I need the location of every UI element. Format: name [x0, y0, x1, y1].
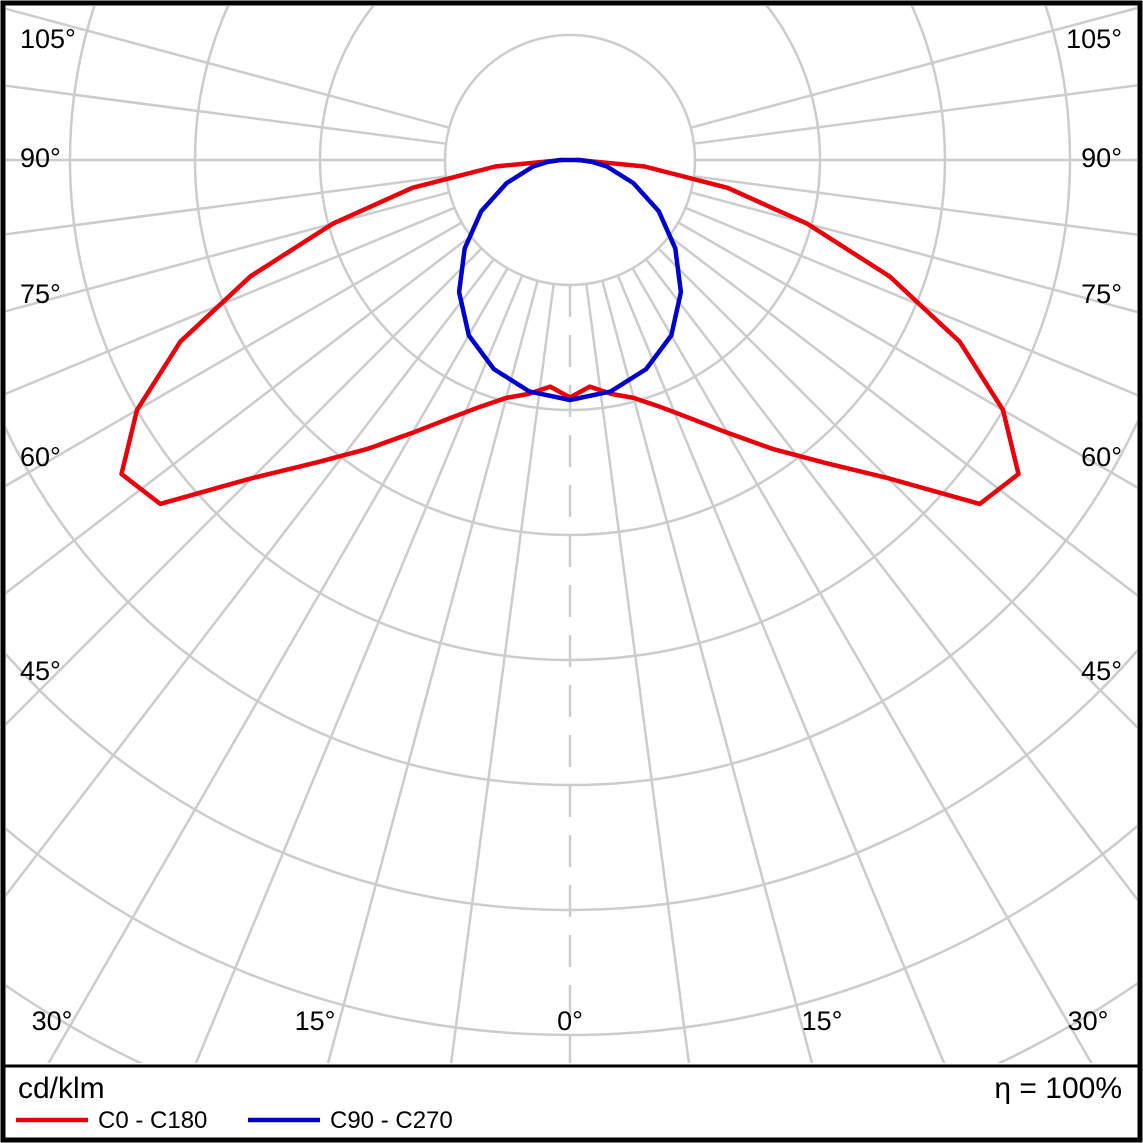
- curve-c90-c270: [456, 157, 684, 403]
- grid-spoke: [616, 275, 946, 1063]
- grid-spoke: [6, 221, 463, 488]
- grid-spoke: [6, 206, 455, 395]
- efficiency-label: η = 100%: [994, 1072, 1122, 1105]
- grid-ring: [6, 649, 1137, 912]
- grid-spoke: [677, 221, 1137, 489]
- grid-spoke: [47, 267, 509, 1063]
- axis-tick-label: 30°: [32, 1006, 73, 1036]
- grid-spoke: [6, 175, 447, 236]
- grid-spoke: [693, 175, 1137, 236]
- grid-spoke: [657, 247, 1137, 729]
- grid-spoke: [585, 283, 691, 1063]
- grid-spoke: [449, 283, 555, 1063]
- grid-spoke: [6, 258, 495, 898]
- grid-spoke: [645, 258, 1137, 901]
- axis-tick-label: 30°: [1068, 1006, 1109, 1036]
- axis-tick-label: 60°: [1081, 442, 1122, 472]
- grid-spoke: [685, 206, 1137, 397]
- grid-spoke: [194, 275, 524, 1063]
- axis-tick-label: 105°: [20, 24, 76, 54]
- grid-spoke: [6, 235, 472, 595]
- axis-tick-label: 90°: [1081, 143, 1122, 173]
- grid-spoke: [326, 280, 539, 1063]
- grid-spoke: [6, 247, 483, 726]
- axis-tick-label: 105°: [1066, 24, 1122, 54]
- curve-c0-c180: [119, 157, 1021, 507]
- legend-label-c90-c270: C90 - C270: [330, 1107, 453, 1134]
- axis-tick-label: 0°: [557, 1006, 583, 1036]
- unit-label: cd/klm: [18, 1072, 105, 1105]
- intensity-curves: [119, 157, 1021, 507]
- grid-spoke: [668, 235, 1137, 597]
- axis-tick-labels: 105° 90° 75° 60° 45° 105° 90° 75° 60° 45° 30° 15° 0°…: [20, 24, 1122, 1036]
- axis-tick-label: 75°: [1081, 279, 1122, 309]
- axis-tick-label: 15°: [802, 1006, 843, 1036]
- grid-ring: [6, 824, 1137, 1036]
- grid-spoke: [6, 7, 450, 129]
- grid-spoke: [690, 6, 1137, 129]
- axis-tick-label: 60°: [20, 442, 61, 472]
- grid-spoke: [6, 84, 447, 145]
- axis-tick-label: 15°: [295, 1006, 336, 1036]
- axis-tick-label: 90°: [20, 143, 61, 173]
- axis-tick-label: 75°: [20, 279, 61, 309]
- legend-label-c0-c180: C0 - C180: [98, 1107, 207, 1134]
- grid-spoke: [6, 191, 450, 313]
- grid-spoke: [693, 84, 1137, 145]
- grid-spoke: [601, 280, 814, 1063]
- axis-tick-label: 45°: [1081, 656, 1122, 686]
- grid-spoke: [631, 267, 1093, 1063]
- grid-spoke: [690, 191, 1137, 314]
- axis-tick-label: 45°: [20, 656, 61, 686]
